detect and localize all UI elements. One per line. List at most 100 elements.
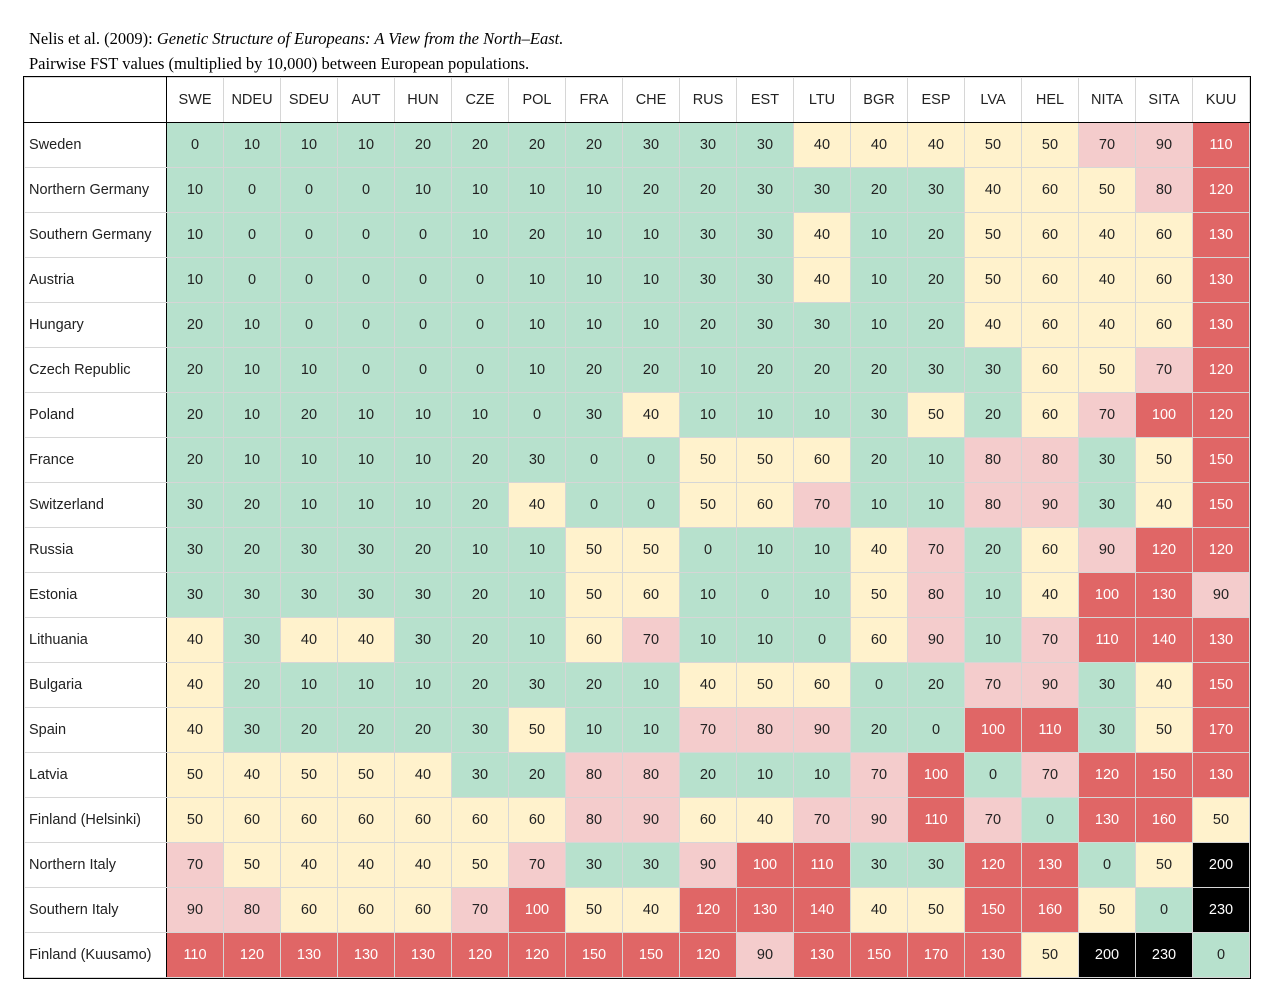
heatmap-cell: 40 <box>223 752 281 798</box>
heatmap-cell: 40 <box>1078 257 1136 303</box>
heatmap-cell: 50 <box>964 257 1022 303</box>
heatmap-cell: 40 <box>166 617 224 663</box>
column-header-hel: HEL <box>1021 77 1079 123</box>
heatmap-cell: 40 <box>679 662 737 708</box>
heatmap-cell: 120 <box>223 932 281 978</box>
heatmap-cell: 140 <box>793 887 851 933</box>
heatmap-cell: 40 <box>793 122 851 168</box>
heatmap-cell: 0 <box>907 707 965 753</box>
heatmap-cell: 10 <box>394 392 452 438</box>
column-header-cze: CZE <box>451 77 509 123</box>
heatmap-cell: 60 <box>1021 257 1079 303</box>
heatmap-cell: 150 <box>964 887 1022 933</box>
heatmap-cell: 120 <box>508 932 566 978</box>
heatmap-cell: 40 <box>337 617 395 663</box>
heatmap-cell: 0 <box>565 482 623 528</box>
heatmap-cell: 130 <box>1192 617 1250 663</box>
row-label: Sweden <box>24 122 167 168</box>
column-header-aut: AUT <box>337 77 395 123</box>
heatmap-cell: 80 <box>736 707 794 753</box>
heatmap-cell: 150 <box>622 932 680 978</box>
heatmap-cell: 120 <box>964 842 1022 888</box>
heatmap-cell: 130 <box>1192 257 1250 303</box>
heatmap-cell: 10 <box>565 167 623 213</box>
heatmap-cell: 0 <box>679 527 737 573</box>
heatmap-cell: 20 <box>679 752 737 798</box>
heatmap-cell: 50 <box>565 527 623 573</box>
heatmap-cell: 120 <box>679 932 737 978</box>
heatmap-cell: 0 <box>1021 797 1079 843</box>
heatmap-cell: 10 <box>166 212 224 258</box>
heatmap-cell: 10 <box>166 257 224 303</box>
heatmap-cell: 70 <box>793 482 851 528</box>
heatmap-cell: 50 <box>166 752 224 798</box>
heatmap-cell: 130 <box>1021 842 1079 888</box>
heatmap-cell: 120 <box>1192 347 1250 393</box>
heatmap-cell: 100 <box>508 887 566 933</box>
column-header-lva: LVA <box>964 77 1022 123</box>
heatmap-cell: 40 <box>964 302 1022 348</box>
heatmap-cell: 90 <box>1021 662 1079 708</box>
heatmap-cell: 40 <box>1021 572 1079 618</box>
column-header-row: SWE NDEU SDEU AUT HUN CZE POL FRA CHE RUS EST LTU BG… <box>24 77 1250 123</box>
table-row: Lithuania 40 30 40 40 30 20 10 60 70 10 10 0 60 90 10 70… <box>24 617 1250 663</box>
heatmap-cell: 40 <box>1078 212 1136 258</box>
heatmap-cell: 30 <box>223 707 281 753</box>
heatmap-cell: 10 <box>622 257 680 303</box>
table-row: Northern Germany 10 0 0 0 10 10 10 10 20 20 30 30 20 3… <box>24 167 1250 213</box>
row-label: Estonia <box>24 572 167 618</box>
heatmap-cell: 30 <box>451 707 509 753</box>
heatmap-cell: 230 <box>1135 932 1193 978</box>
column-header-sita: SITA <box>1135 77 1193 123</box>
heatmap-cell: 70 <box>1078 392 1136 438</box>
column-header-che: CHE <box>622 77 680 123</box>
heatmap-cell: 50 <box>679 482 737 528</box>
heatmap-cell: 50 <box>166 797 224 843</box>
heatmap-cell: 10 <box>907 482 965 528</box>
heatmap-cell: 60 <box>1021 212 1079 258</box>
heatmap-cell: 30 <box>850 842 908 888</box>
heatmap-cell: 160 <box>1021 887 1079 933</box>
heatmap-cell: 30 <box>1078 482 1136 528</box>
table-row: France 20 10 10 10 10 20 30 0 0 50 50 60 20 10 80 80 30 50… <box>24 437 1250 483</box>
heatmap-cell: 20 <box>337 707 395 753</box>
heatmap-cell: 10 <box>223 392 281 438</box>
caption-citation: Nelis et al. (2009): <box>29 29 157 48</box>
heatmap-cell: 10 <box>736 392 794 438</box>
row-label: Southern Italy <box>24 887 167 933</box>
heatmap-cell: 10 <box>565 212 623 258</box>
heatmap-cell: 0 <box>793 617 851 663</box>
heatmap-cell: 10 <box>508 617 566 663</box>
heatmap-cell: 20 <box>736 347 794 393</box>
table-row: Poland 20 10 20 10 10 10 0 30 40 10 10 10 30 50 20 60 70 1… <box>24 392 1250 438</box>
heatmap-cell: 0 <box>622 482 680 528</box>
heatmap-cell: 40 <box>736 797 794 843</box>
heatmap-cell: 10 <box>679 617 737 663</box>
heatmap-cell: 20 <box>907 302 965 348</box>
heatmap-cell: 10 <box>964 572 1022 618</box>
heatmap-cell: 30 <box>166 572 224 618</box>
heatmap-cell: 150 <box>1192 662 1250 708</box>
heatmap-cell: 30 <box>1078 662 1136 708</box>
heatmap-cell: 70 <box>907 527 965 573</box>
column-header-rus: RUS <box>679 77 737 123</box>
row-label: Austria <box>24 257 167 303</box>
heatmap-cell: 60 <box>280 887 338 933</box>
heatmap-cell: 50 <box>964 212 1022 258</box>
heatmap-cell: 50 <box>907 887 965 933</box>
row-label: Southern Germany <box>24 212 167 258</box>
heatmap-cell: 20 <box>907 257 965 303</box>
row-label: Poland <box>24 392 167 438</box>
heatmap-cell: 80 <box>1021 437 1079 483</box>
heatmap-cell: 10 <box>736 617 794 663</box>
heatmap-cell: 130 <box>1135 572 1193 618</box>
heatmap-cell: 50 <box>223 842 281 888</box>
heatmap-cell: 0 <box>337 347 395 393</box>
heatmap-cell: 20 <box>451 122 509 168</box>
heatmap-cell: 80 <box>622 752 680 798</box>
heatmap-cell: 130 <box>793 932 851 978</box>
heatmap-cell: 10 <box>793 392 851 438</box>
heatmap-cell: 10 <box>565 302 623 348</box>
heatmap-cell: 0 <box>622 437 680 483</box>
heatmap-cell: 70 <box>964 797 1022 843</box>
